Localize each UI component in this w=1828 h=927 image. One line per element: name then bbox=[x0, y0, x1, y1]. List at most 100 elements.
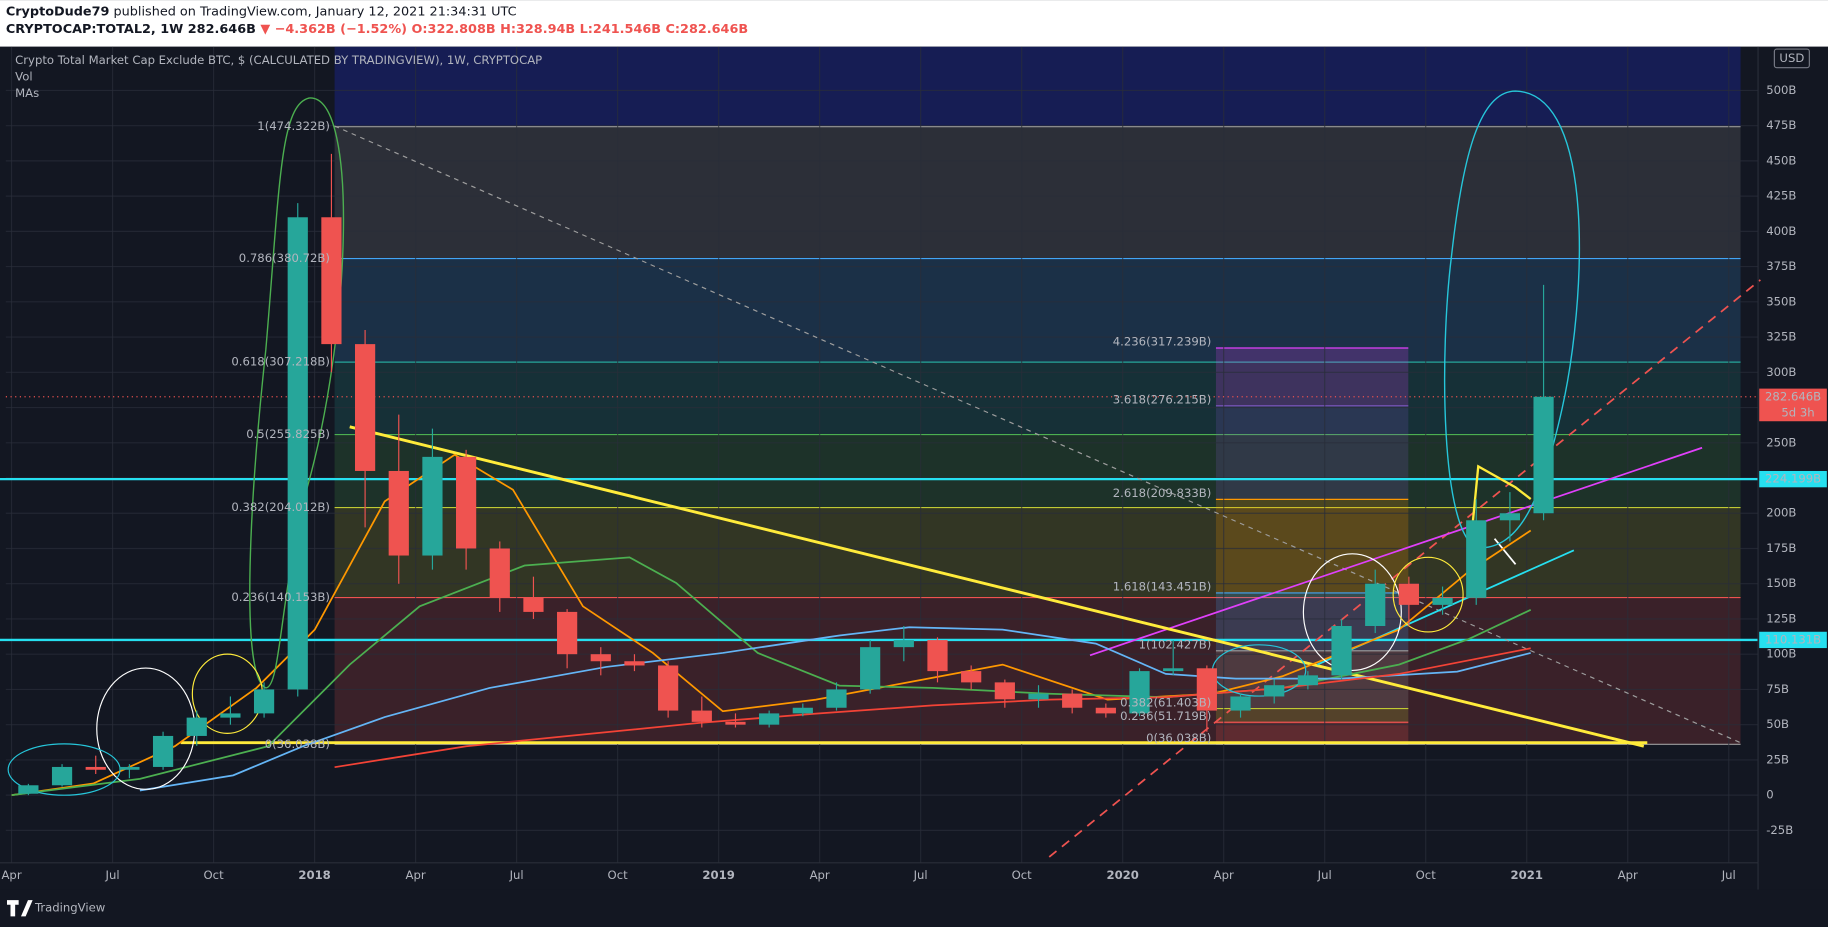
x-tick-label: Jul bbox=[1721, 868, 1736, 882]
hline-label: 224.199B bbox=[1765, 472, 1821, 486]
candle-body bbox=[354, 344, 376, 471]
fib-label: 0(36.038B) bbox=[265, 737, 330, 751]
fib-ext-label: 2.618(209.833B) bbox=[1113, 486, 1212, 500]
top-zone bbox=[334, 46, 1741, 127]
candle-body bbox=[1533, 396, 1554, 514]
fib-label: 0.382(204.012B) bbox=[231, 500, 330, 514]
ma-red bbox=[334, 647, 1531, 769]
published: published on TradingView.com, January 12… bbox=[114, 4, 517, 19]
red-trend bbox=[1048, 279, 1761, 858]
ma-blue bbox=[139, 626, 1531, 792]
fib-label: 1(474.322B) bbox=[257, 119, 330, 133]
chart-title: Crypto Total Market Cap Exclude BTC, $ (… bbox=[15, 53, 542, 67]
flag bbox=[1467, 464, 1532, 563]
candle-body bbox=[1062, 693, 1083, 708]
candle-body bbox=[1230, 696, 1251, 711]
candle-body bbox=[253, 689, 275, 714]
x-tick-label: Oct bbox=[1012, 868, 1033, 882]
y-tick-label: 450B bbox=[1766, 153, 1796, 167]
candle-body bbox=[152, 735, 174, 767]
fib-band bbox=[334, 126, 1741, 259]
candle-body bbox=[1365, 583, 1386, 627]
candle-body bbox=[18, 785, 39, 794]
y-tick-label: 200B bbox=[1766, 506, 1796, 520]
candle-body bbox=[994, 682, 1015, 700]
x-tick-label: Jul bbox=[105, 868, 120, 882]
x-tick-label: Oct bbox=[608, 868, 629, 882]
fib-band bbox=[334, 258, 1741, 363]
candle-body bbox=[1264, 685, 1285, 697]
y-tick-label: 25B bbox=[1766, 752, 1789, 766]
price-tag bbox=[1759, 388, 1827, 422]
x-tick-label: Oct bbox=[1416, 868, 1437, 882]
candle-body bbox=[1196, 668, 1217, 711]
x-tick-label: Apr bbox=[1, 868, 21, 882]
x-tick-label: Jul bbox=[913, 868, 928, 882]
labels: 1(474.322B) 0.786(380.72B) 0.618(307.218B)… bbox=[1, 83, 1827, 882]
x-tick-label: 2021 bbox=[1511, 868, 1543, 882]
ellipse-2018 bbox=[249, 97, 345, 689]
candle-body bbox=[51, 766, 73, 786]
y-tick-label: 325B bbox=[1766, 330, 1796, 344]
y-tick-label: 500B bbox=[1766, 83, 1796, 97]
candle-body bbox=[1028, 693, 1049, 700]
candle-body bbox=[186, 717, 207, 736]
fib-ext-band bbox=[1215, 722, 1409, 745]
header-bg bbox=[0, 0, 1828, 47]
candle-body bbox=[1432, 597, 1453, 605]
indicator: MAs bbox=[15, 86, 39, 100]
ma-green bbox=[11, 556, 1532, 797]
y-tick-label: 425B bbox=[1766, 189, 1796, 203]
x-tick-label: Jul bbox=[509, 868, 524, 882]
candle-body bbox=[624, 661, 645, 666]
candle-body bbox=[523, 597, 544, 612]
fib-band bbox=[334, 597, 1741, 745]
candle-body bbox=[1331, 626, 1352, 676]
fib-label: 0.236(140.153B) bbox=[231, 590, 330, 604]
change: ▼ −4.362B (−1.52%) bbox=[260, 22, 407, 37]
y-tick-label: 150B bbox=[1766, 576, 1796, 590]
fib-ext-band bbox=[1215, 499, 1409, 593]
candle-body bbox=[557, 611, 578, 655]
fib-ext-band bbox=[1215, 708, 1409, 723]
candle-body bbox=[1466, 520, 1487, 598]
fib-bands bbox=[334, 46, 1741, 745]
x-tick-label: Apr bbox=[406, 868, 426, 882]
fib-ext-label: 3.618(276.215B) bbox=[1113, 392, 1212, 406]
x-tick-label: Jul bbox=[1317, 868, 1332, 882]
y-tick-label: 300B bbox=[1766, 365, 1796, 379]
y-tick-label: 175B bbox=[1766, 541, 1796, 555]
yellow-trend bbox=[349, 425, 1645, 748]
author: CryptoDude79 bbox=[6, 4, 110, 19]
candle-body bbox=[725, 721, 746, 725]
arrow bbox=[1493, 538, 1517, 565]
currency-box[interactable] bbox=[1773, 48, 1810, 69]
candle-body bbox=[691, 710, 712, 722]
fib-ext-label: 0(36.038B) bbox=[1146, 731, 1211, 745]
hline-tag bbox=[1759, 631, 1827, 649]
candle-body bbox=[456, 456, 477, 549]
candle-body bbox=[119, 766, 140, 770]
fib-ext-label: 1.618(143.451B) bbox=[1113, 580, 1212, 594]
y-tick-label: 100B bbox=[1766, 647, 1796, 661]
fib-ext-label: 1(102.427B) bbox=[1139, 637, 1212, 651]
currency[interactable]: USD bbox=[1779, 51, 1804, 65]
y-tick-label: 75B bbox=[1766, 682, 1789, 696]
x-tick-label: 2018 bbox=[298, 868, 330, 882]
x-tick-label: 2019 bbox=[702, 868, 734, 882]
logo bbox=[6, 900, 33, 917]
candle-body bbox=[826, 689, 847, 708]
candle-body bbox=[220, 713, 241, 718]
y-tick-label: 125B bbox=[1766, 611, 1796, 625]
candle-body bbox=[1398, 583, 1419, 605]
candle-body bbox=[1163, 668, 1184, 672]
header-line-2: CRYPTOCAP:TOTAL2, 1W 282.646B ▼ −4.362B … bbox=[6, 22, 748, 37]
candle-body bbox=[792, 707, 813, 714]
y-tick-label: 400B bbox=[1766, 224, 1796, 238]
candle-body bbox=[85, 766, 106, 770]
x-tick-label: Apr bbox=[1214, 868, 1234, 882]
candle-body bbox=[1499, 513, 1520, 521]
indicator: Vol bbox=[15, 70, 32, 84]
fib-label: 0.618(307.218B) bbox=[231, 355, 330, 369]
candle-body bbox=[893, 640, 914, 648]
